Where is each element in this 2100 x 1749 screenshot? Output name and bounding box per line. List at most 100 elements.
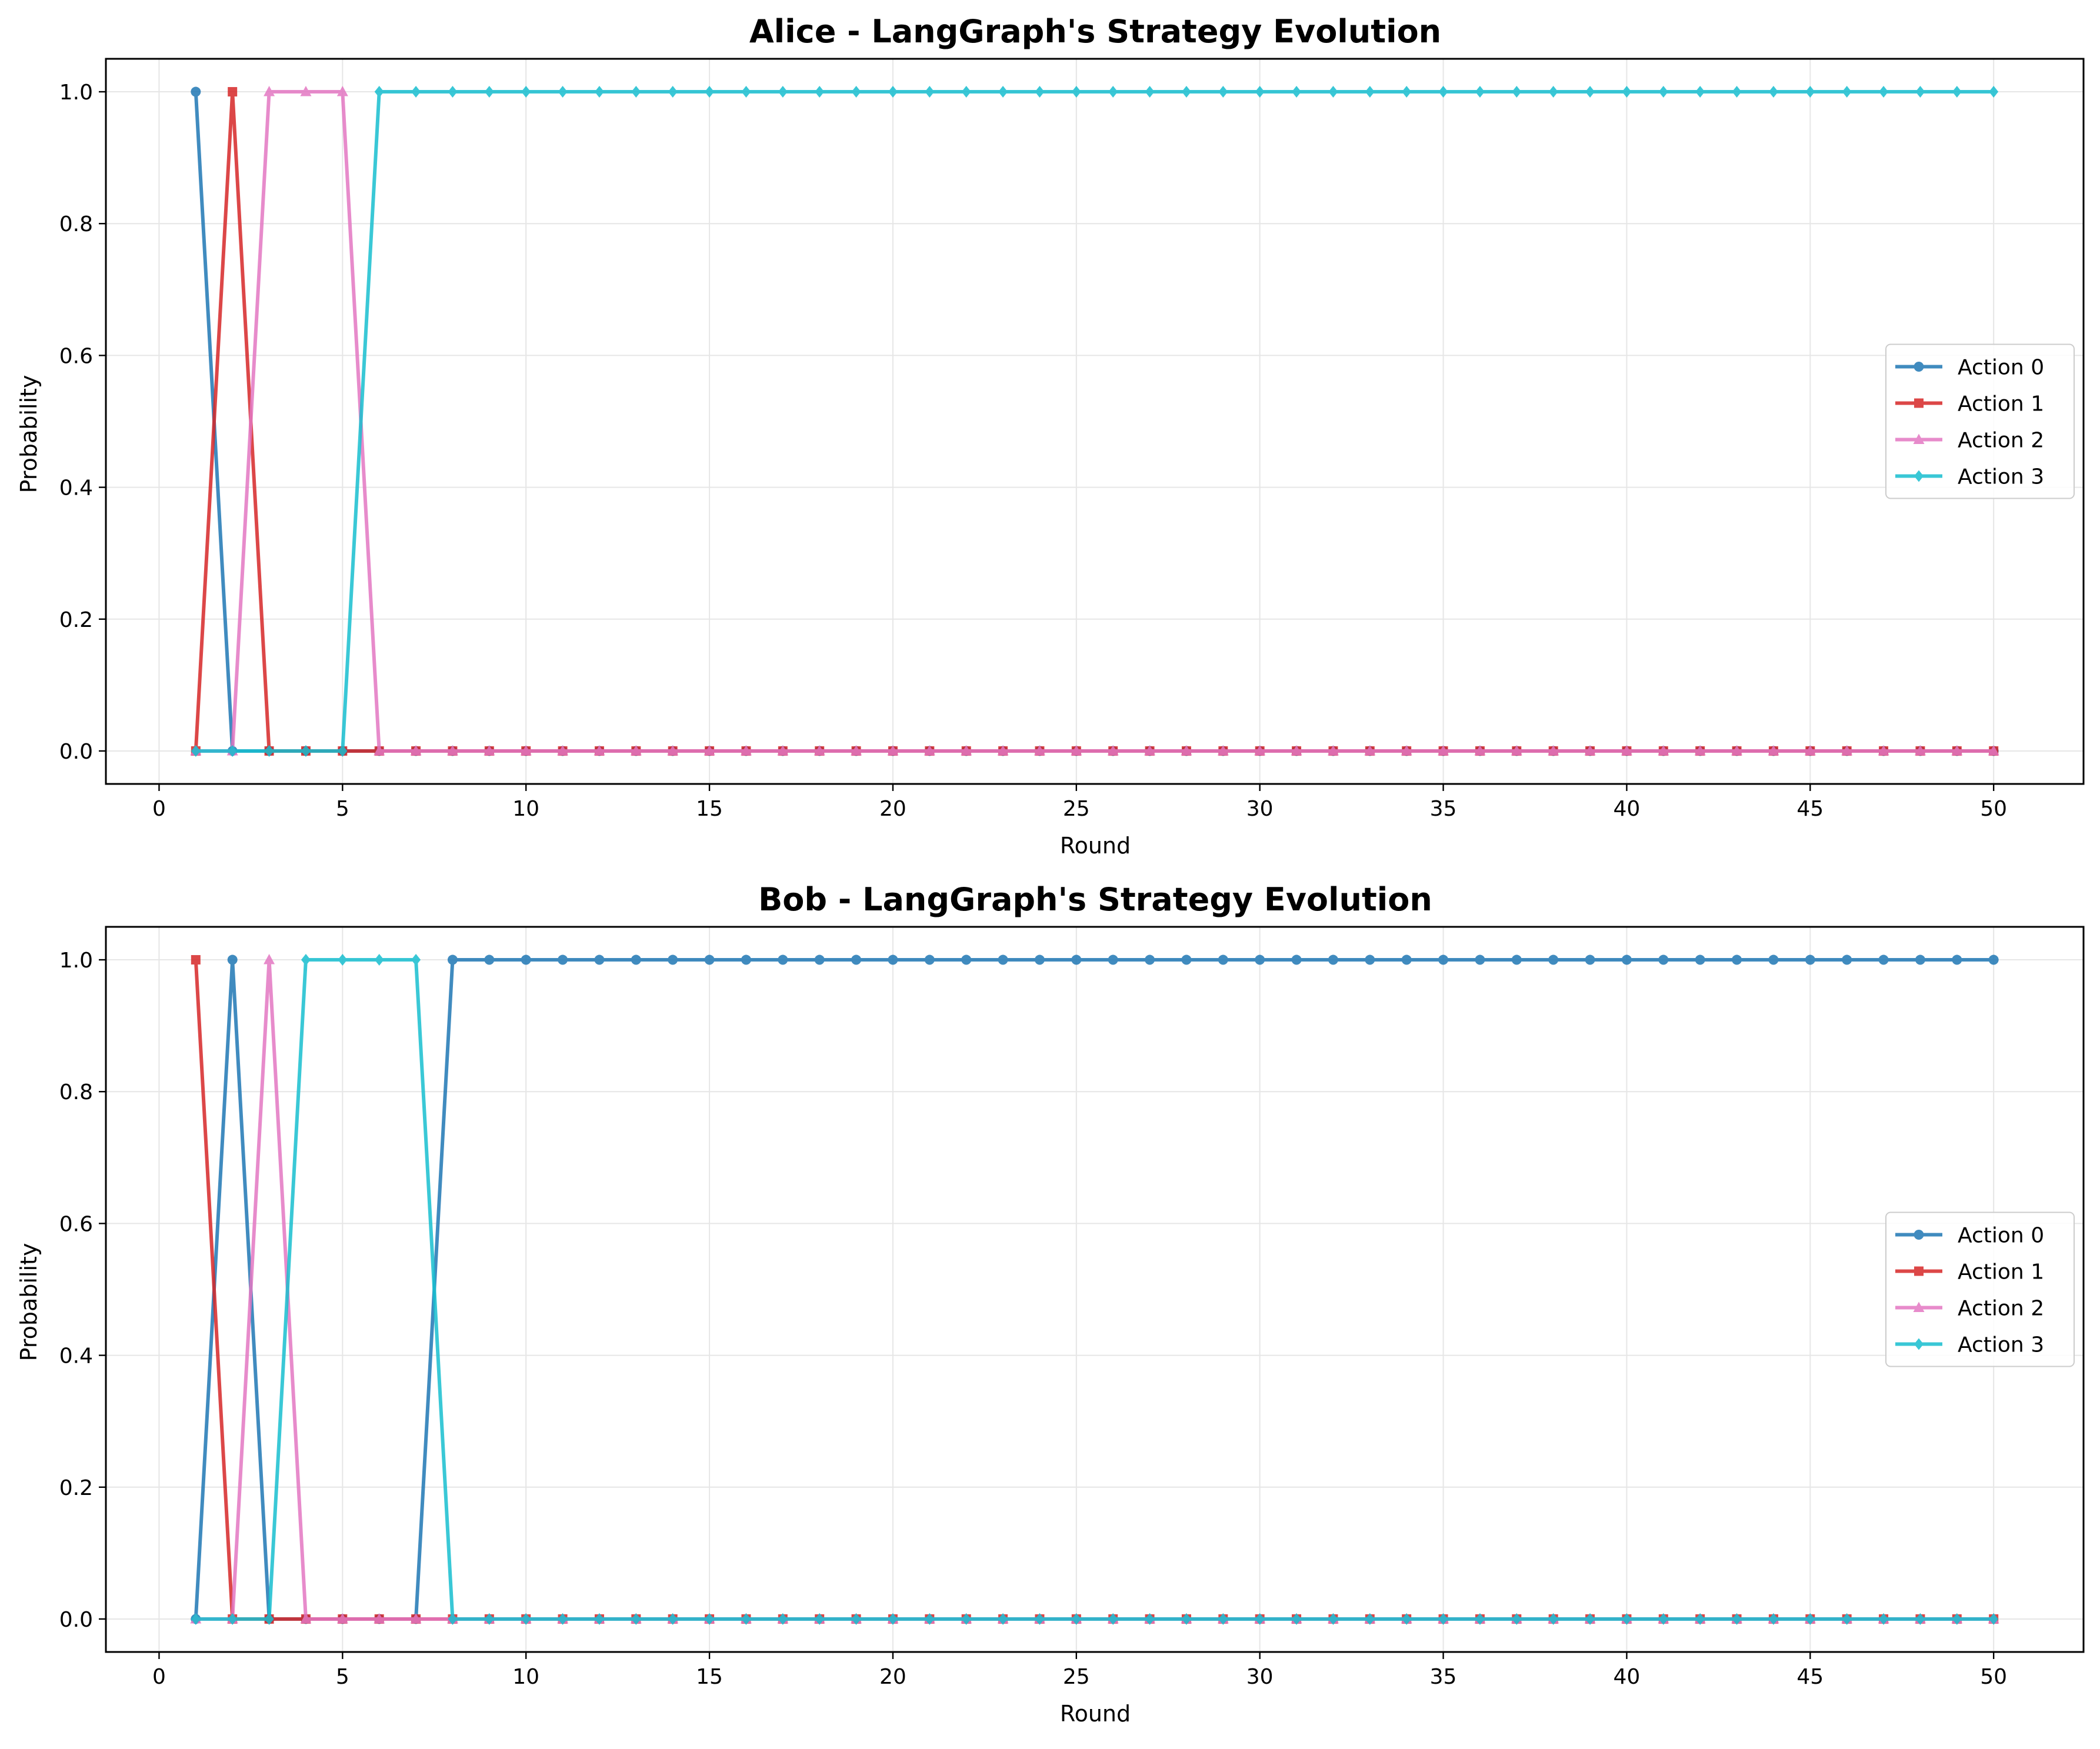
data-point	[448, 1613, 458, 1625]
legend-item	[1895, 1230, 1942, 1240]
data-point	[1402, 86, 1412, 98]
data-point	[1695, 86, 1705, 98]
data-point	[741, 86, 751, 98]
x-tick-label: 50	[1980, 1665, 2007, 1689]
x-tick-label: 0	[152, 797, 166, 821]
data-point	[851, 745, 862, 756]
data-point	[1585, 954, 1595, 965]
data-point	[1988, 954, 1999, 965]
data-point	[1328, 1613, 1338, 1625]
data-point	[338, 745, 348, 757]
data-point	[1144, 745, 1156, 756]
data-point	[1695, 954, 1705, 965]
x-tick-label: 0	[152, 1665, 166, 1689]
data-point	[1402, 1613, 1412, 1625]
data-point	[1695, 1613, 1705, 1625]
data-point	[1217, 745, 1229, 756]
data-point	[998, 86, 1008, 98]
data-point	[851, 954, 862, 965]
data-point	[558, 954, 568, 965]
data-point	[668, 954, 678, 965]
x-tick-label: 5	[336, 1665, 349, 1689]
tick-marks: 0 5 10 15 20 25 30 35 40 45 50 0.0 0.2 0.4 0.6 0.8 1.0	[59, 949, 2007, 1689]
data-point	[1401, 954, 1412, 965]
data-point	[410, 745, 422, 756]
data-point	[1365, 1613, 1375, 1625]
data-point	[1071, 954, 1082, 965]
data-point	[1658, 745, 1669, 756]
y-tick-label: 0.6	[59, 344, 93, 368]
data-point	[191, 745, 201, 757]
data-point	[1621, 954, 1632, 965]
data-point	[1365, 86, 1375, 98]
legend-label: Action 1	[1958, 1260, 2044, 1284]
y-tick-label: 0.6	[59, 1212, 93, 1236]
data-point	[1842, 86, 1852, 98]
series-line	[195, 958, 1994, 1621]
data-point	[336, 1613, 348, 1624]
y-tick-label: 0.8	[59, 1080, 93, 1104]
y-tick-label: 0.2	[59, 608, 93, 632]
data-point	[668, 1613, 678, 1625]
legend-label: Action 1	[1958, 392, 2044, 416]
data-point	[1291, 745, 1302, 756]
data-point	[814, 745, 825, 756]
data-point	[1512, 86, 1522, 98]
data-point	[1255, 954, 1265, 965]
data-point	[484, 745, 495, 756]
data-point	[1548, 1613, 1558, 1625]
data-point	[191, 1613, 201, 1625]
data-point	[594, 1613, 604, 1625]
data-point	[1658, 954, 1669, 965]
data-point	[594, 86, 604, 98]
y-tick-label: 0.0	[59, 1608, 93, 1632]
x-tick-label: 10	[512, 797, 539, 821]
chart-title: Bob - LangGraph's Strategy Evolution	[758, 881, 1432, 918]
axes-frame	[105, 926, 2085, 1653]
data-point	[887, 745, 899, 756]
data-point	[1145, 1613, 1155, 1625]
data-point	[1181, 954, 1192, 965]
y-axis-label: Probability	[16, 375, 42, 493]
legend-label: Action 3	[1958, 1333, 2044, 1357]
data-point	[1878, 745, 1889, 756]
data-point	[1475, 86, 1485, 98]
data-point	[1254, 745, 1266, 756]
data-point	[924, 954, 935, 965]
data-point	[228, 745, 238, 757]
data-point	[558, 86, 568, 98]
plot-area	[190, 954, 1999, 1625]
data-point	[300, 86, 312, 96]
data-point	[410, 1613, 422, 1624]
data-point	[1915, 954, 1925, 965]
x-tick-label: 30	[1246, 797, 1274, 821]
data-point	[1768, 954, 1779, 965]
y-axis-label: Probability	[16, 1243, 42, 1361]
x-tick-label: 15	[696, 797, 723, 821]
x-tick-label: 5	[336, 797, 349, 821]
legend-box	[1885, 1211, 2075, 1367]
data-point	[741, 954, 751, 965]
data-point	[228, 1613, 238, 1625]
data-point	[631, 954, 641, 965]
legend-item	[1895, 470, 1942, 482]
data-point	[704, 745, 715, 756]
legend-swatch-marker	[1914, 1266, 1924, 1276]
data-point	[521, 954, 531, 965]
data-point	[1915, 86, 1925, 98]
data-point	[1292, 86, 1302, 98]
data-point	[1512, 1613, 1522, 1625]
series-line	[194, 958, 1994, 1621]
data-point	[374, 86, 384, 98]
data-point	[888, 1613, 898, 1625]
legend-label: Action 0	[1958, 356, 2044, 380]
data-point	[374, 1613, 385, 1624]
data-point	[1768, 86, 1778, 98]
x-tick-label: 10	[512, 1665, 539, 1689]
data-point	[778, 1613, 788, 1625]
data-point	[374, 954, 384, 966]
data-point	[1878, 954, 1889, 965]
data-point	[668, 86, 678, 98]
x-tick-label: 20	[879, 797, 906, 821]
